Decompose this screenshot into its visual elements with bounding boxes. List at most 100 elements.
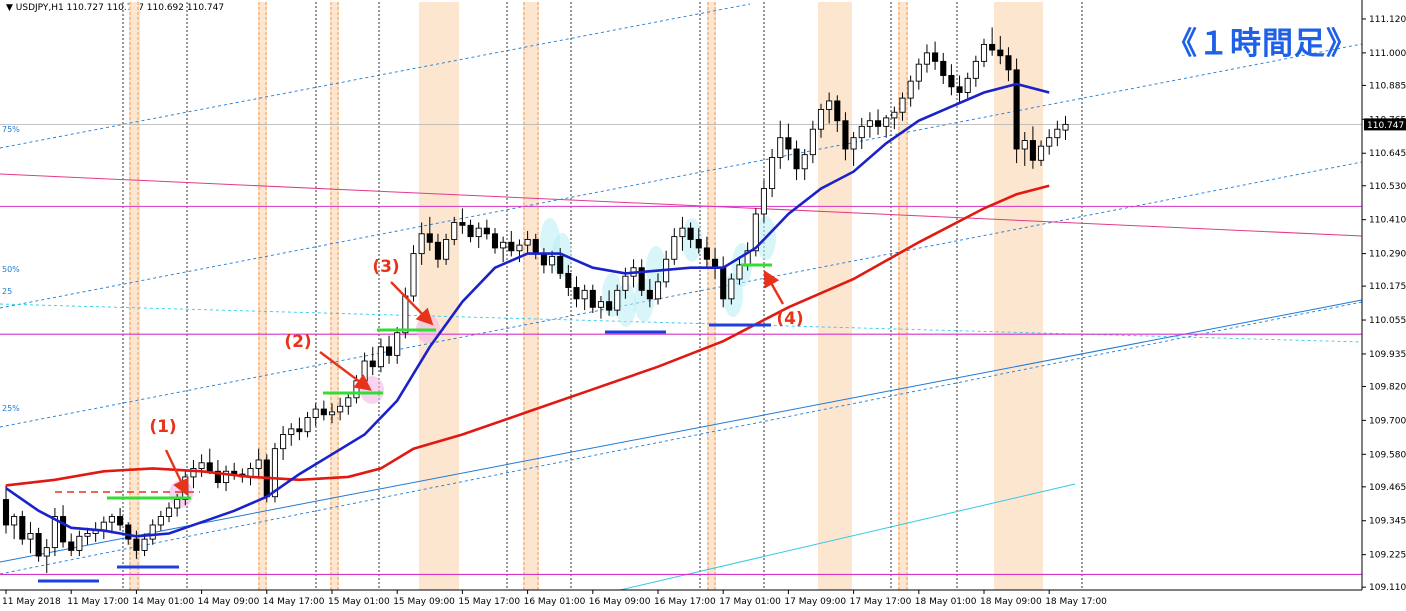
x-tick-label: 15 May 17:00 [458,597,520,607]
y-tick-label: 110.645 [1369,149,1406,159]
candle-body [809,128,816,156]
candle-body [500,241,507,249]
candle-body [703,247,710,260]
x-tick-label: 18 May 17:00 [1045,597,1107,607]
candle-body [394,332,401,356]
annotation-label: (4) [776,309,803,329]
fibo-channel-line [0,303,1363,343]
x-tick-label: 15 May 01:00 [328,597,390,607]
session-band [258,2,267,590]
candle-body [475,227,482,238]
candle-body [793,148,800,170]
candle-body [410,253,417,297]
candle-body [817,108,825,130]
x-tick-label: 14 May 09:00 [198,597,260,607]
y-tick-label: 110.175 [1369,282,1406,292]
y-tick-label: 110.055 [1369,316,1406,326]
candle-body [638,267,645,291]
candle-body [1037,145,1045,161]
candle-body [801,154,808,170]
candle-body [834,100,841,122]
candle-body [190,467,197,478]
candle-body [43,547,50,557]
candle-body [540,253,547,266]
candle-body [157,516,164,526]
candle-body [353,380,360,399]
candle-body [117,516,124,526]
x-tick-label: 16 May 17:00 [654,597,716,607]
candle-body [826,100,833,110]
fibo-level-label: 50% [2,265,20,274]
session-band [818,2,852,590]
candle-body [932,52,939,62]
candle-body [1013,69,1020,150]
candle-body [451,222,458,240]
candle-body [654,281,662,300]
symbol-header: ▼ USDJPY,H1 110.727 110.777 110.692 110.… [6,3,224,13]
candle-body [549,255,556,266]
x-tick-label: 16 May 09:00 [589,597,651,607]
candle-body [989,43,996,51]
symbol-menu-icon[interactable]: ▼ [6,3,13,13]
y-tick-label: 111.000 [1369,49,1406,59]
y-tick-label: 109.345 [1369,517,1406,527]
annotation-arrow [390,281,434,326]
candle-body [842,120,849,150]
candle-body [337,405,344,413]
candle-body [850,137,857,150]
x-tick-label: 17 May 17:00 [850,597,912,607]
candle-body [777,137,784,158]
annotation-arrow [763,269,785,305]
candle-body [108,516,115,523]
candle-body [483,227,490,235]
candle-body [312,408,319,419]
candle-body [386,346,393,356]
candle-body [255,459,262,469]
candle-body [296,428,303,433]
candle-body [11,516,18,526]
candle-body [174,499,181,509]
x-tick-label: 18 May 01:00 [915,597,977,607]
candle-body [320,408,327,416]
candle-body [891,111,898,119]
candle-body [141,538,148,551]
session-band [523,2,539,590]
candle-body [459,222,466,226]
ma-slow-line [5,184,1050,487]
fibo-channel-line [0,301,1363,575]
x-tick-label: 17 May 01:00 [719,597,781,607]
candle-body [345,397,352,407]
candle-body [997,49,1004,57]
candle-body [581,289,588,300]
candle-body [557,255,564,274]
candle-body [785,137,792,150]
candle-body [883,117,890,127]
candle-body [467,224,474,238]
x-tick-label: 15 May 09:00 [393,597,455,607]
candle-body [214,470,221,484]
session-band [898,2,908,590]
candle-body [1054,128,1061,139]
candle-body [524,239,531,246]
candle-body [60,516,67,543]
candle-body [532,239,539,255]
candle-body [695,239,702,249]
candle-body [606,301,613,311]
candle-body [614,289,621,311]
candle-body [956,86,963,93]
candle-body [964,77,971,93]
x-tick-label: 16 May 01:00 [524,597,586,607]
candle-body [972,60,979,79]
candle-body [948,75,955,88]
candle-body [328,411,336,416]
session-band [330,2,339,590]
x-tick-label: 14 May 01:00 [132,597,194,607]
candle-body [133,538,140,551]
y-tick-label: 110.530 [1369,182,1406,192]
annotation-label: (3) [372,257,399,277]
candle-body [402,295,409,334]
candle-body [149,524,156,540]
candle-body [377,346,384,368]
current-price-box [1364,118,1406,131]
